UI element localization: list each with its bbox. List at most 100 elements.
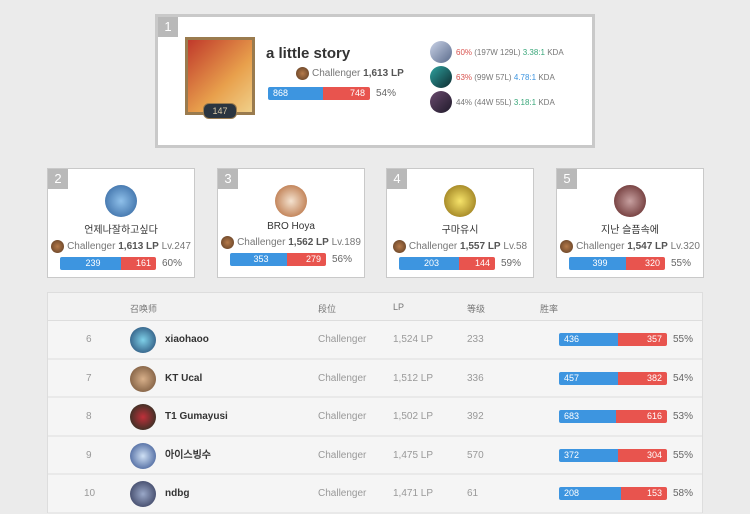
winrate-cell: 436 357 55%	[559, 333, 693, 346]
champion-stat[interactable]: 63% (99W 57L) 4.78:1 KDA	[430, 66, 555, 88]
summoner-name[interactable]: T1 Gumayusi	[165, 411, 228, 422]
tier: Challenger	[318, 488, 367, 499]
wins-segment: 436	[559, 333, 618, 346]
winrate: 59%	[500, 258, 521, 269]
win-loss-bar: 203 144	[399, 257, 495, 270]
challenger-crest-icon	[296, 67, 309, 80]
win-loss-bar: 353 279	[230, 253, 326, 266]
lp: 1,475 LP	[393, 449, 434, 461]
tier-info: Challenger 1,547 LP Lv.320	[557, 240, 703, 253]
table-header: 召唤师 段位 LP 等级 胜率	[48, 293, 702, 321]
profile-icon	[130, 442, 156, 469]
champion-icon	[430, 91, 452, 113]
summoner-name[interactable]: 언제나잘하고싶다	[84, 225, 158, 236]
wins-segment: 208	[559, 487, 621, 500]
tier-info: Challenger 1,557 LP Lv.58	[387, 240, 533, 253]
profile-icon	[614, 185, 646, 217]
losses-segment: 320	[626, 257, 665, 270]
winrate-cell: 208 153 58%	[559, 487, 693, 500]
top-ranked-card[interactable]: 1 147 a little story Challenger 1,613 LP…	[155, 14, 595, 148]
tier-info: Challenger 1,613 LP Lv.247	[48, 240, 194, 253]
lp: 1,524 LP	[393, 334, 434, 345]
tier-info: Challenger 1,562 LP Lv.189	[218, 236, 364, 249]
winrate: 53%	[673, 411, 694, 422]
rank: 7	[86, 372, 92, 384]
wins-segment: 203	[399, 257, 459, 270]
win-loss-bar: 683 616	[559, 410, 667, 423]
wins-segment: 372	[559, 448, 618, 462]
summoner-name[interactable]: a little story	[266, 45, 351, 62]
header-summoner: 召唤师	[130, 304, 158, 314]
table-row[interactable]: 8 T1 Gumayusi Challenger 1,502 LP 392 683 616 5…	[48, 398, 702, 437]
wins-segment: 399	[569, 257, 626, 270]
summoner-name[interactable]: xiaohaoo	[165, 334, 209, 345]
rank-badge: 3	[218, 169, 238, 189]
profile-icon	[130, 404, 156, 430]
winrate-row: 353 279 56%	[218, 253, 364, 266]
ranked-card[interactable]: 2 언제나잘하고싶다 Challenger 1,613 LP Lv.247 239 16…	[47, 168, 195, 278]
table-row[interactable]: 10 ndbg Challenger 1,471 LP 61 208 153 58%	[48, 475, 702, 514]
lp: 1,512 LP	[393, 372, 434, 384]
rank-badge: 4	[387, 169, 407, 189]
losses-segment: 357	[618, 333, 667, 346]
rank-badge: 5	[557, 169, 577, 189]
profile-icon	[444, 185, 476, 217]
summoner-name[interactable]: 구마유시	[441, 225, 479, 236]
table-row[interactable]: 7 KT Ucal Challenger 1,512 LP 336 457 382 54%	[48, 359, 702, 398]
winrate-row: 239 161 60%	[48, 257, 194, 270]
level: 570	[467, 449, 484, 461]
win-loss-bar: 457 382	[559, 371, 667, 385]
challenger-crest-icon	[392, 240, 406, 253]
table-row[interactable]: 6 xiaohaoo Challenger 1,524 LP 233 436 357 55%	[48, 321, 702, 360]
summoner-name[interactable]: 아이스빙수	[165, 449, 211, 461]
losses-segment: 279	[287, 253, 326, 266]
win-loss-bar: 208 153	[559, 487, 667, 500]
profile-icon	[130, 365, 156, 392]
winrate: 55%	[670, 258, 691, 269]
summoner-name[interactable]: 지난 슬픔속에	[601, 225, 659, 236]
ranked-card[interactable]: 4 구마유시 Challenger 1,557 LP Lv.58 203 144 59%	[386, 168, 534, 278]
summoner-name[interactable]: ndbg	[165, 488, 190, 499]
table-row[interactable]: 9 아이스빙수 Challenger 1,475 LP 570 372 304 55%	[48, 436, 702, 475]
level-badge: 147	[203, 103, 237, 119]
win-loss-bar: 372 304	[559, 448, 667, 462]
rank: 8	[86, 411, 92, 422]
losses-segment: 153	[621, 487, 667, 500]
losses-segment: 161	[121, 257, 156, 270]
rank: 9	[86, 449, 92, 461]
level: 61	[467, 488, 479, 499]
rank-badge: 2	[48, 169, 68, 189]
level: 336	[467, 372, 484, 384]
win-loss-bar: 239 161	[60, 257, 156, 270]
tier: Challenger	[318, 372, 367, 384]
winrate-row: 868 748 54%	[268, 87, 396, 100]
summoner-name[interactable]: BRO Hoya	[267, 221, 315, 232]
ranked-card[interactable]: 3 BRO Hoya Challenger 1,562 LP Lv.189 353 27…	[217, 168, 365, 278]
header-level: 等级	[467, 304, 486, 314]
losses-segment: 748	[323, 87, 370, 100]
win-loss-bar: 399 320	[569, 257, 665, 270]
tier: Challenger	[318, 449, 367, 461]
losses-segment: 382	[618, 371, 667, 385]
winrate-row: 399 320 55%	[557, 257, 703, 270]
lp: 1,471 LP	[393, 488, 434, 499]
win-loss-bar: 436 357	[559, 333, 667, 346]
challenger-crest-icon	[221, 236, 235, 249]
lp: 1,502 LP	[393, 411, 434, 422]
champion-stat[interactable]: 60% (197W 129L) 3.38:1 KDA	[430, 41, 564, 63]
profile-icon	[105, 185, 137, 217]
champion-icon	[430, 41, 452, 63]
level: 392	[467, 411, 484, 422]
tier-info: Challenger 1,613 LP	[296, 67, 404, 80]
challenger-crest-icon	[51, 240, 65, 253]
losses-segment: 144	[459, 257, 495, 270]
summoner-name[interactable]: KT Ucal	[165, 372, 203, 384]
rank-badge: 1	[158, 17, 178, 37]
ranked-card[interactable]: 5 지난 슬픔속에 Challenger 1,547 LP Lv.320 399 320…	[556, 168, 704, 278]
winrate-cell: 372 304 55%	[559, 448, 693, 462]
profile-icon	[275, 185, 307, 217]
profile-icon	[130, 327, 156, 353]
header-tier: 段位	[318, 304, 337, 314]
winrate-row: 203 144 59%	[387, 257, 533, 270]
champion-stat[interactable]: 44% (44W 55L) 3.18:1 KDA	[430, 91, 555, 113]
